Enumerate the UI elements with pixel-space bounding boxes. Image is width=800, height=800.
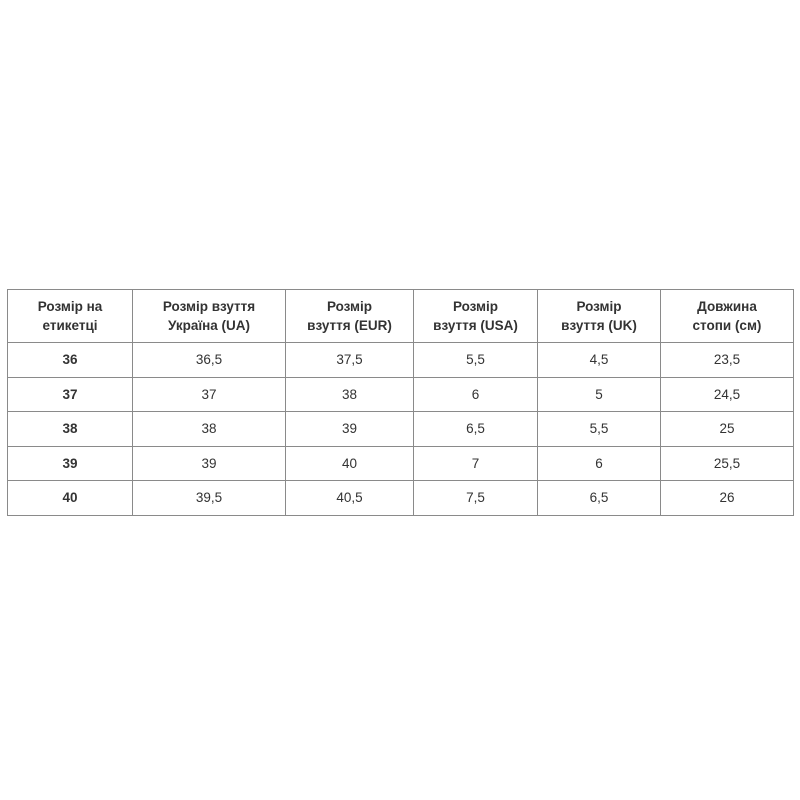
table-cell: 6,5 (413, 411, 538, 447)
header-text: взуття (UK) (561, 318, 637, 333)
table-row: 39 39 40 7 6 25,5 (7, 445, 794, 481)
table-cell: 36 (7, 342, 133, 378)
header-text: Україна (UA) (167, 318, 251, 333)
table-row: 38 38 39 6,5 5,5 25 (7, 411, 794, 447)
header-cell: Розмір взуття (USA) (413, 289, 538, 343)
table-cell: 6 (537, 445, 661, 481)
table-cell: 38 (285, 376, 414, 412)
size-table: Розмір на етикетці Розмір взуття Україна (U… (7, 289, 794, 516)
table-cell: 39 (7, 445, 133, 481)
header-cell: Довжина стопи (см) (660, 289, 794, 343)
header-cell: Розмір взуття (EUR) (285, 289, 414, 343)
header-text: Розмір (326, 299, 373, 314)
table-cell: 7 (413, 445, 538, 481)
header-text: Довжина (697, 299, 757, 314)
header-cell: Розмір взуття (UK) (537, 289, 661, 343)
table-cell: 39,5 (132, 480, 286, 516)
header-text: Розмір взуття (162, 299, 256, 314)
table-cell: 36,5 (132, 342, 286, 378)
table-cell: 26 (660, 480, 794, 516)
table-cell: 40 (285, 445, 414, 481)
table-cell: 24,5 (660, 376, 794, 412)
table-cell: 37 (7, 376, 133, 412)
table-cell: 38 (132, 411, 286, 447)
table-cell: 5,5 (413, 342, 538, 378)
header-cell: Розмір взуття Україна (UA) (132, 289, 286, 343)
table-cell: 38 (7, 411, 133, 447)
table-cell: 23,5 (660, 342, 794, 378)
table-cell: 37,5 (285, 342, 414, 378)
table-cell: 6 (413, 376, 538, 412)
table-cell: 25 (660, 411, 794, 447)
table-cell: 40,5 (285, 480, 414, 516)
header-text: етикетці (42, 318, 98, 333)
table-cell: 5 (537, 376, 661, 412)
table-cell: 25,5 (660, 445, 794, 481)
header-text: взуття (USA) (433, 318, 518, 333)
header-row: Розмір на етикетці Розмір взуття Україна (U… (7, 289, 794, 343)
table-row: 36 36,5 37,5 5,5 4,5 23,5 (7, 342, 794, 378)
table-cell: 39 (132, 445, 286, 481)
header-text: стопи (см) (692, 318, 762, 333)
header-text: Розмір на (37, 299, 103, 314)
table-cell: 4,5 (537, 342, 661, 378)
table-cell: 6,5 (537, 480, 661, 516)
table-cell: 39 (285, 411, 414, 447)
header-text: взуття (EUR) (307, 318, 392, 333)
table-row: 40 39,5 40,5 7,5 6,5 26 (7, 480, 794, 516)
table-cell: 40 (7, 480, 133, 516)
table-cell: 5,5 (537, 411, 661, 447)
table-body: 36 36,5 37,5 5,5 4,5 23,5 37 37 38 6 5 24,5 38 38 39 6,… (7, 342, 794, 516)
table-row: 37 37 38 6 5 24,5 (7, 376, 794, 412)
header-text: Розмір (452, 299, 499, 314)
header-text: Розмір (576, 299, 622, 314)
table-cell: 7,5 (413, 480, 538, 516)
table-header: Розмір на етикетці Розмір взуття Україна (U… (7, 289, 794, 343)
table-cell: 37 (132, 376, 286, 412)
header-cell: Розмір на етикетці (7, 289, 133, 343)
